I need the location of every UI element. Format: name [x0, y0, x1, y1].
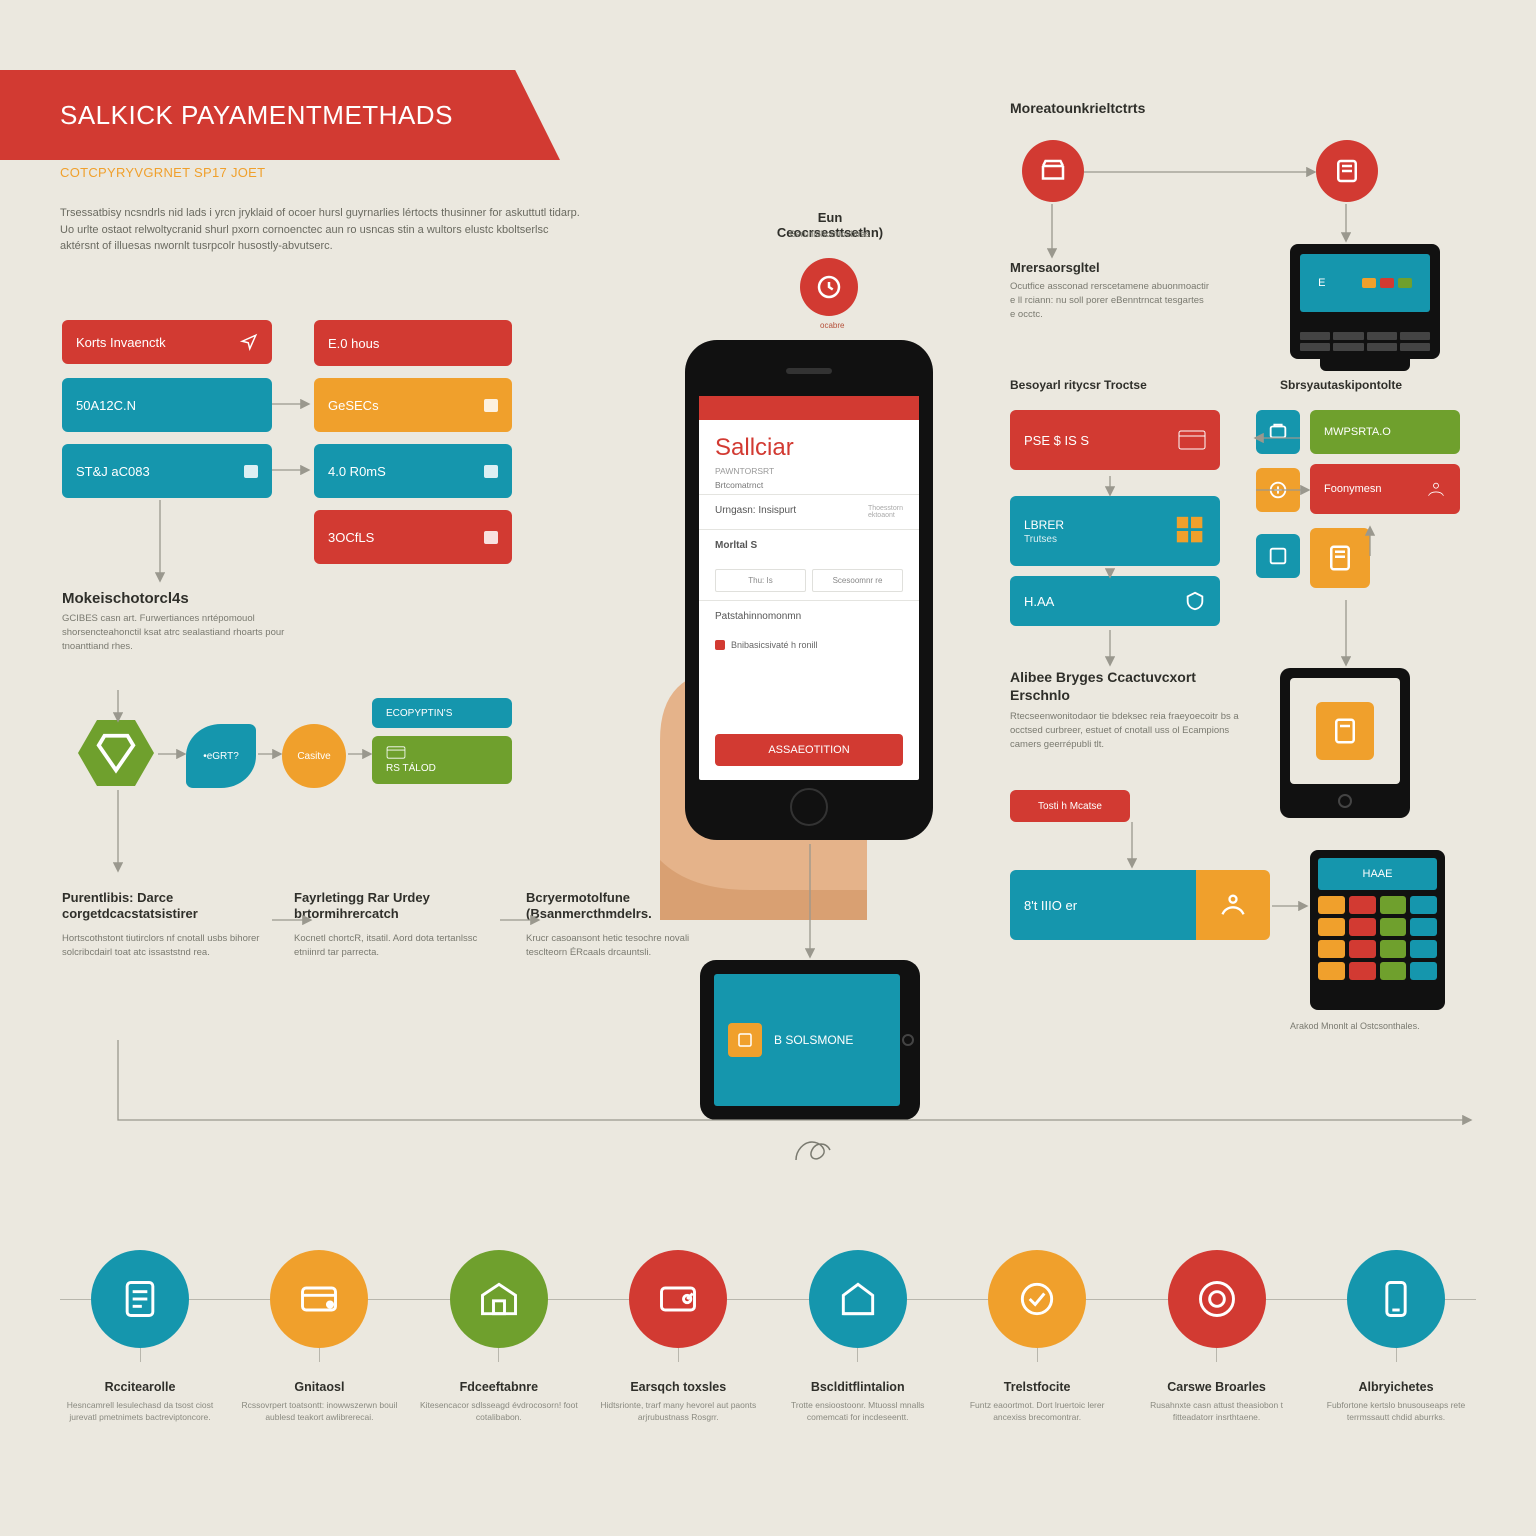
right-card-green: MWPSRTA.O — [1310, 410, 1460, 454]
timeline-item-2: Fdceeftabnre Kitesencacor sdlsseagd évdr… — [419, 1250, 579, 1424]
flow-box-2: RS TÁLOD — [372, 736, 512, 784]
right-icon-3 — [1256, 534, 1300, 578]
phone-section: Morltal S — [699, 529, 919, 561]
pos-terminal-1: E — [1290, 244, 1440, 359]
phone-mockup: Sallciar PAWNTORSRT Brtcomatrnct Urngasn… — [685, 340, 933, 840]
phone-top-circle — [800, 258, 858, 316]
right-card-teal2: H.AA — [1010, 576, 1220, 626]
timeline-item-4: Bsclditflintalion Trotte ensioostoonr. M… — [778, 1250, 938, 1424]
page-title: SALKICK PAYAMENTMETHADS — [60, 100, 560, 131]
left-card-1: 50A12C.N — [62, 378, 272, 432]
phone-row-1[interactable]: Urngasn: InsispurtThoesstornektoaont — [699, 494, 919, 529]
right-circle-2 — [1316, 140, 1378, 202]
right-ab-body: Rtecseenwonitodaor tie bdeksec reia frae… — [1010, 710, 1240, 751]
right-ab-button[interactable]: Tosti h Mcatse — [1010, 790, 1130, 822]
calculator-device: HAAE — [1310, 850, 1445, 1010]
phone-form-row[interactable]: Patstahinnomonmn — [699, 600, 919, 632]
tablet-mockup: B SOLSMONE — [700, 960, 920, 1120]
calc-caption: Arakod Mnonlt al Ostcsonthales. — [1290, 1020, 1460, 1033]
flow-box-1: ECOPYPTIN'S — [372, 698, 512, 728]
right-card-red: PSE $ IS S — [1010, 410, 1220, 470]
timeline-item-3: Earsqch toxsles Hidtsrionte, trarf many … — [598, 1250, 758, 1424]
timeline-item-6: Carswe Broarles Rusahnxte casn attust th… — [1137, 1250, 1297, 1424]
left-card-3: E.0 hous — [314, 320, 512, 366]
right-r1: Besoyarl ritycsr Troctse — [1010, 378, 1147, 392]
left-card-5: 4.0 R0mS — [314, 444, 512, 498]
bottom-col-title-1: Fayrletingg Rar Urdey brtormihrercatch — [294, 890, 494, 923]
left-section-title: Mokeischotorcl4s — [62, 590, 189, 607]
timeline-item-1: Gnitaosl Rcssovrpert toatsontt: inowwsze… — [239, 1250, 399, 1424]
right-circle-1 — [1022, 140, 1084, 202]
right-icon-1 — [1256, 410, 1300, 454]
right-icon-4 — [1310, 528, 1370, 588]
bottom-col-body-1: Kocnetl chortcR, itsatil. Aord dota tert… — [294, 932, 494, 960]
phone-brand: Sallciar — [699, 420, 919, 466]
left-section-body: GCIBES casn art. Furwertiances nrtépomou… — [62, 612, 286, 653]
left-card-2: ST&J aC083 — [62, 444, 272, 498]
blob-node: •eGRT? — [186, 724, 256, 788]
page-subtitle: COTCPYRYVGRNET SP17 JOET — [60, 165, 265, 180]
swirl-icon — [790, 1130, 834, 1168]
phone-checkbox[interactable]: Bnibasicsivaté h ronill — [699, 632, 919, 658]
phone-top-circle-label: ocabre — [820, 320, 844, 332]
phone-cta-button[interactable]: ASSAEOTITION — [715, 734, 903, 766]
bottom-col-body-2: Krucr casoansont hetic tesochre novali t… — [526, 932, 726, 960]
intro-paragraph: Trsessatbisy ncsndrls nid lads i yrcn jr… — [60, 205, 580, 255]
timeline-item-5: Trelstfocite Funtz eaoortmot. Dort lruer… — [957, 1250, 1117, 1424]
header-banner: SALKICK PAYAMENTMETHADS — [0, 70, 560, 160]
left-card-0: Korts Invaenctk — [62, 320, 272, 364]
left-card-4: GeSECs — [314, 378, 512, 432]
timeline-item-0: Rccitearolle Hesncamrell lesulechasd da … — [60, 1250, 220, 1424]
left-card-6: 3OCfLS — [314, 510, 512, 564]
right-card-foy: Foonymesn — [1310, 464, 1460, 514]
timeline-item-7: Albryichetes Fubfortone kertslo bnusouse… — [1316, 1250, 1476, 1424]
phone-screen: Sallciar PAWNTORSRT Brtcomatrnct Urngasn… — [699, 396, 919, 780]
right-m-title: Mrersaorsgltel — [1010, 260, 1100, 275]
right-icon-2 — [1256, 468, 1300, 512]
hex-node — [78, 720, 154, 786]
phone-line1: PAWNTORSRT — [699, 466, 919, 480]
mini-device — [1280, 668, 1410, 818]
phone-subheading: Beruhldhorniovbtras — [770, 228, 890, 241]
bottom-col-body-0: Hortscothstont tiutirclors nf cnotall us… — [62, 932, 262, 960]
right-header: Moreatounkrieltctrts — [1010, 100, 1145, 116]
phone-option-cols[interactable]: Thu: IsScesoomnr re — [699, 561, 919, 600]
right-r2: Sbrsyautaskipontolte — [1280, 378, 1402, 392]
phone-line1b: Brtcomatrnct — [699, 480, 919, 494]
right-ab-title: Alibee Bryges Ccactuvcxort Erschnlo — [1010, 668, 1240, 704]
right-bottom-card: 8't IIIO er — [1010, 870, 1270, 940]
bottom-col-title-0: Purentlibis: Darce corgetdcacstatsistire… — [62, 890, 262, 923]
right-m-body: Ocutfice assconad rerscetamene abuonmoac… — [1010, 280, 1210, 321]
coin-node: Casitve — [282, 724, 346, 788]
right-card-teal1: LBRER Trutses — [1010, 496, 1220, 566]
